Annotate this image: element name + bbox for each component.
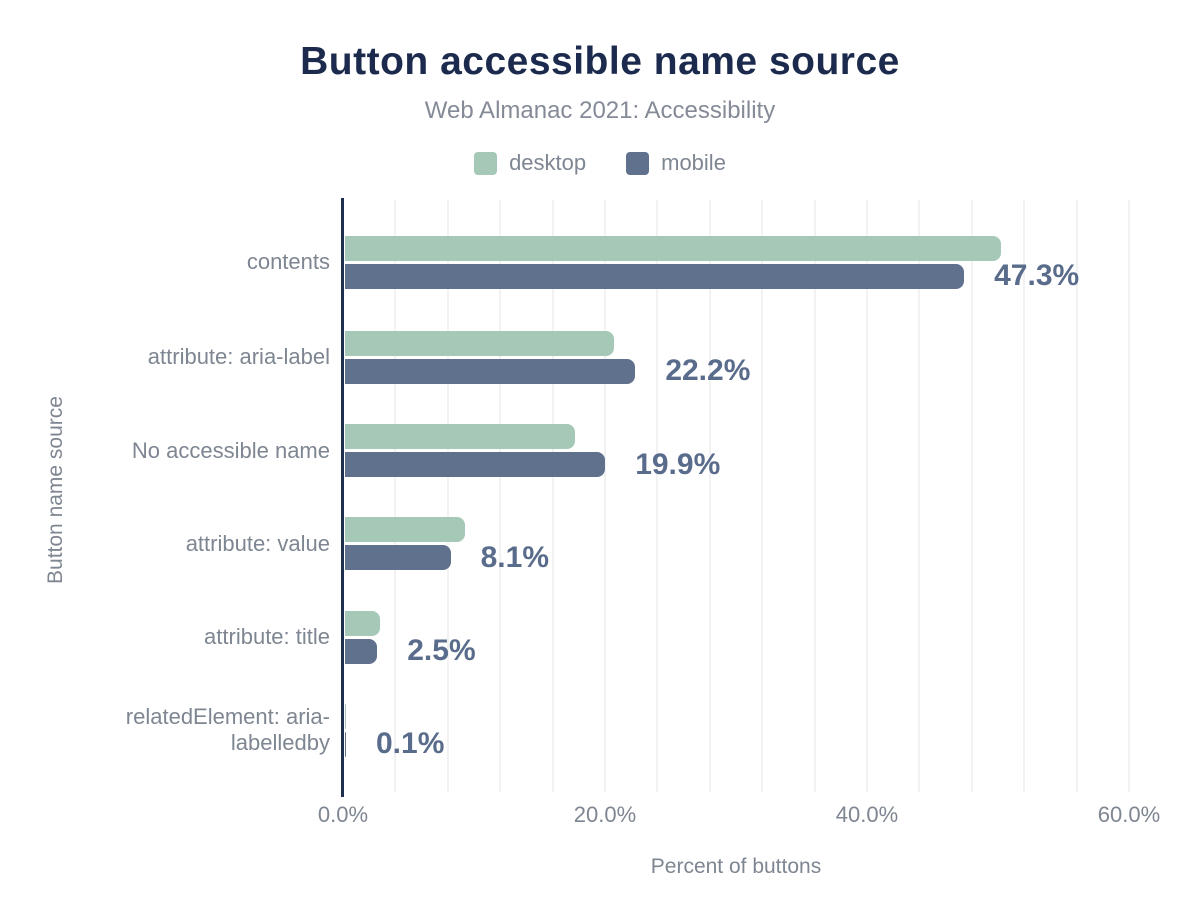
gridline-20pct	[604, 200, 606, 792]
bar-mobile-attribute-aria-label[interactable]	[344, 358, 636, 384]
value-label-attribute-value: 8.1%	[480, 540, 549, 574]
legend-label-desktop: desktop	[509, 150, 587, 175]
bar-mobile-contents[interactable]	[344, 263, 965, 289]
gridline-44pct	[918, 200, 921, 792]
bar-mobile-attribute-value[interactable]	[344, 545, 451, 570]
gridline-32pct	[761, 200, 764, 792]
category-label-contents: contents	[246, 249, 330, 274]
legend-item-desktop[interactable]: desktop	[474, 150, 586, 176]
y-axis-line	[341, 198, 344, 797]
bar-desktop-attribute-value[interactable]	[344, 517, 466, 542]
gridline-48pct	[970, 200, 973, 792]
gridline-12pct	[499, 200, 502, 792]
gridline-52pct	[1023, 200, 1026, 792]
category-label-attribute-title: attribute: title	[204, 624, 330, 649]
gridline-16pct	[551, 200, 554, 792]
gridline-4pct	[394, 200, 397, 792]
x-tick-label-60: 60.0%	[1097, 802, 1161, 827]
bar-desktop-relatedelement-aria-labelledby[interactable]	[344, 703, 346, 729]
y-axis-title: Button name source	[44, 396, 67, 584]
gridline-56pct	[1075, 200, 1078, 792]
legend-label-mobile: mobile	[661, 150, 726, 175]
category-label-relatedelement-aria-labelledby: relatedElement: aria-labelledby	[125, 704, 330, 755]
page-subtitle: Web Almanac 2021: Accessibility	[424, 97, 776, 124]
bar-mobile-attribute-title[interactable]	[344, 638, 378, 664]
bar-mobile-relatedelement-aria-labelledby[interactable]	[344, 731, 346, 757]
value-label-contents: 47.3%	[994, 259, 1080, 292]
x-tick-label-20: 20.0%	[573, 802, 637, 827]
value-label-relatedelement-aria-labelledby: 0.1%	[376, 727, 445, 760]
desktop-swatch-icon	[474, 151, 498, 175]
page-title: Button accessible name source	[300, 40, 900, 83]
x-tick-label-40: 40.0%	[835, 802, 899, 827]
category-label-no-accessible-name: No accessible name	[131, 437, 330, 463]
gridline-60pct	[1128, 200, 1130, 792]
bar-desktop-attribute-title[interactable]	[344, 610, 380, 636]
mobile-swatch-icon	[626, 151, 650, 175]
x-tick-label-0: 0.0%	[317, 802, 369, 827]
gridline-8pct	[446, 200, 449, 792]
gridline-40pct	[866, 200, 868, 792]
bar-mobile-no-accessible-name[interactable]	[344, 452, 606, 477]
bar-desktop-no-accessible-name[interactable]	[344, 424, 576, 449]
category-label-attribute-aria-label: attribute: aria-label	[147, 344, 330, 369]
category-label-attribute-value: attribute: value	[185, 530, 330, 556]
value-label-no-accessible-name: 19.9%	[635, 447, 721, 481]
gridline-36pct	[813, 200, 816, 792]
gridline-28pct	[708, 200, 711, 792]
legend-item-mobile[interactable]: mobile	[626, 150, 726, 176]
gridline-24pct	[656, 200, 659, 792]
bar-desktop-contents[interactable]	[344, 235, 1001, 261]
value-label-attribute-aria-label: 22.2%	[665, 354, 751, 387]
value-label-attribute-title: 2.5%	[407, 634, 476, 667]
bar-desktop-attribute-aria-label[interactable]	[344, 330, 615, 356]
legend: desktop mobile	[0, 150, 1200, 176]
x-axis-title: Percent of buttons	[650, 855, 822, 878]
